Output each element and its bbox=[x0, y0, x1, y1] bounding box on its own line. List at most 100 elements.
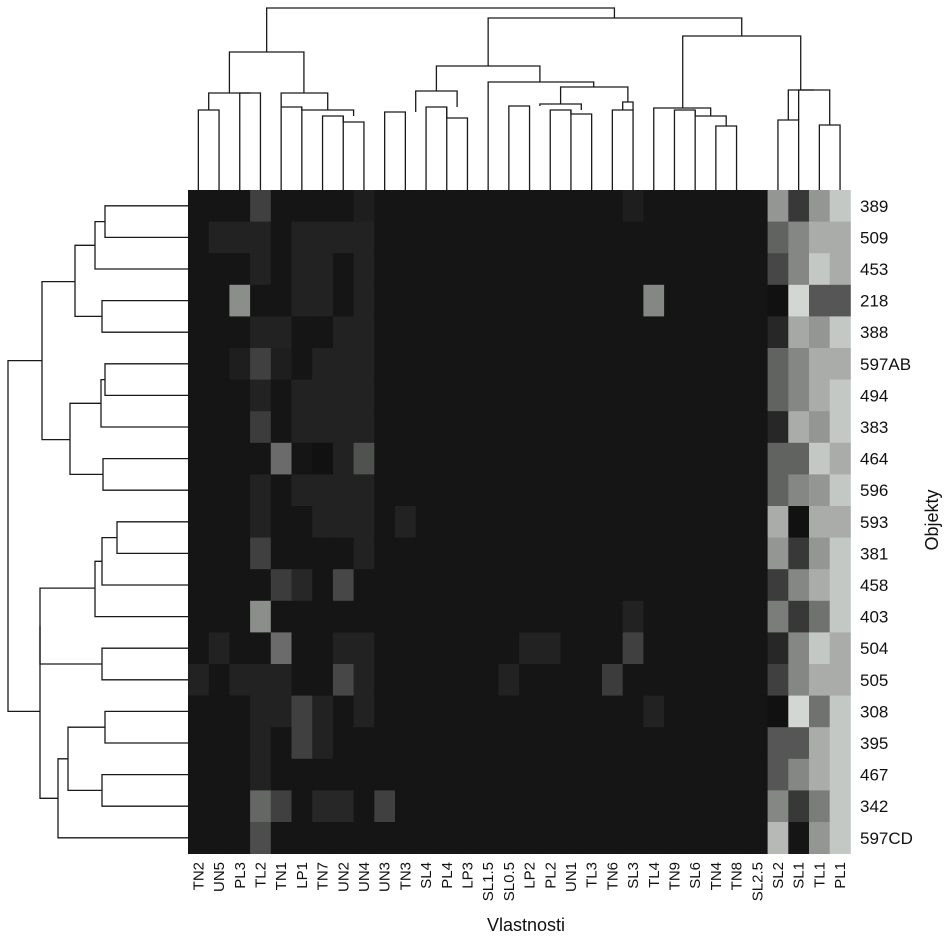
heatmap-cell bbox=[602, 379, 624, 412]
heatmap-cell bbox=[477, 284, 499, 317]
heatmap-cell bbox=[395, 822, 417, 854]
y-tick-label: 505 bbox=[860, 671, 888, 690]
heatmap-cell bbox=[250, 822, 272, 854]
heatmap-cell bbox=[809, 316, 831, 349]
heatmap-cell bbox=[602, 221, 624, 254]
heatmap-cell bbox=[643, 221, 665, 254]
heatmap-cell bbox=[705, 822, 727, 854]
heatmap-cell bbox=[684, 600, 706, 633]
heatmap-cell bbox=[539, 190, 561, 222]
y-tick-label: 308 bbox=[860, 702, 888, 721]
heatmap-cell bbox=[332, 442, 354, 475]
x-tick-label: TL1 bbox=[811, 862, 828, 888]
y-tick-label: 593 bbox=[860, 513, 888, 532]
heatmap-cell bbox=[539, 632, 561, 665]
row-dendrogram-link bbox=[39, 587, 102, 665]
heatmap-cell bbox=[291, 822, 313, 854]
heatmap-cell bbox=[726, 379, 748, 412]
heatmap-cell bbox=[415, 316, 437, 349]
x-tick-label: TN8 bbox=[729, 862, 746, 890]
heatmap-cell bbox=[622, 190, 644, 222]
heatmap-cell bbox=[498, 822, 520, 854]
heatmap-cell bbox=[457, 664, 479, 696]
heatmap-cell bbox=[809, 537, 831, 570]
heatmap-cell bbox=[705, 537, 727, 570]
y-tick-label: 597AB bbox=[860, 355, 911, 374]
heatmap-cell bbox=[436, 348, 458, 380]
row-dendrogram-link bbox=[100, 378, 188, 428]
heatmap-cell bbox=[726, 442, 748, 475]
heatmap-cell bbox=[664, 822, 686, 854]
heatmap-cell bbox=[684, 348, 706, 380]
heatmap-cell bbox=[602, 790, 624, 823]
heatmap-cell bbox=[809, 348, 831, 380]
heatmap-cell bbox=[602, 253, 624, 286]
heatmap-cell bbox=[332, 411, 354, 444]
heatmap-cell bbox=[560, 316, 582, 349]
heatmap-cell bbox=[457, 632, 479, 665]
heatmap-cell bbox=[477, 758, 499, 791]
heatmap-cell bbox=[208, 790, 230, 823]
column-dendrogram-link bbox=[682, 35, 802, 108]
row-dendrogram-link bbox=[67, 726, 105, 792]
x-tick-label: PL4 bbox=[439, 862, 456, 889]
heatmap-cell bbox=[602, 506, 624, 538]
heatmap-cell bbox=[664, 284, 686, 317]
heatmap-cell bbox=[395, 190, 417, 222]
heatmap-cell bbox=[519, 727, 541, 760]
heatmap-cell bbox=[291, 316, 313, 349]
heatmap-cell bbox=[436, 411, 458, 444]
heatmap-cell bbox=[809, 822, 831, 854]
heatmap-cell bbox=[788, 253, 810, 286]
heatmap-cell bbox=[353, 758, 375, 791]
heatmap-cell bbox=[602, 411, 624, 444]
heatmap-cell bbox=[767, 442, 789, 475]
heatmap-cell bbox=[374, 727, 396, 760]
heatmap-cell bbox=[788, 474, 810, 507]
heatmap-cell bbox=[519, 221, 541, 254]
heatmap-cell bbox=[374, 506, 396, 538]
heatmap-cell bbox=[560, 506, 582, 538]
heatmap-cell bbox=[188, 569, 210, 602]
column-dendrogram-link bbox=[777, 119, 800, 190]
heatmap-cell bbox=[436, 695, 458, 728]
heatmap-cell bbox=[560, 253, 582, 286]
heatmap-cell bbox=[374, 695, 396, 728]
heatmap-cell bbox=[829, 537, 851, 570]
heatmap-cell bbox=[829, 474, 851, 507]
heatmap-cell bbox=[539, 411, 561, 444]
heatmap-cell bbox=[498, 442, 520, 475]
heatmap-cell bbox=[829, 600, 851, 633]
heatmap-cell bbox=[726, 695, 748, 728]
heatmap-cell bbox=[788, 569, 810, 602]
heatmap-cell bbox=[519, 506, 541, 538]
heatmap-cell bbox=[188, 348, 210, 380]
heatmap-cell bbox=[664, 474, 686, 507]
heatmap-cell bbox=[250, 221, 272, 254]
heatmap-cell bbox=[767, 411, 789, 444]
heatmap-cell bbox=[229, 537, 251, 570]
row-dendrogram-link bbox=[116, 521, 188, 555]
heatmap-cell bbox=[415, 790, 437, 823]
heatmap-cell bbox=[602, 569, 624, 602]
heatmap-cell bbox=[767, 758, 789, 791]
heatmap-cell bbox=[767, 284, 789, 317]
heatmap-cell bbox=[250, 284, 272, 317]
column-dendrogram-link bbox=[208, 92, 251, 110]
heatmap-cell bbox=[332, 569, 354, 602]
heatmap-cell bbox=[208, 442, 230, 475]
heatmap-cell bbox=[622, 790, 644, 823]
heatmap-cell bbox=[477, 790, 499, 823]
heatmap-cell bbox=[395, 474, 417, 507]
heatmap-cell bbox=[664, 379, 686, 412]
heatmap-cell bbox=[188, 253, 210, 286]
heatmap-cell bbox=[809, 411, 831, 444]
heatmap-cell bbox=[332, 727, 354, 760]
heatmap-cell bbox=[664, 190, 686, 222]
heatmap-cell bbox=[581, 411, 603, 444]
heatmap-cell bbox=[809, 190, 831, 222]
heatmap-cell bbox=[291, 253, 313, 286]
heatmap-cell bbox=[746, 253, 768, 286]
heatmap-cell bbox=[643, 822, 665, 854]
heatmap-cell bbox=[829, 790, 851, 823]
